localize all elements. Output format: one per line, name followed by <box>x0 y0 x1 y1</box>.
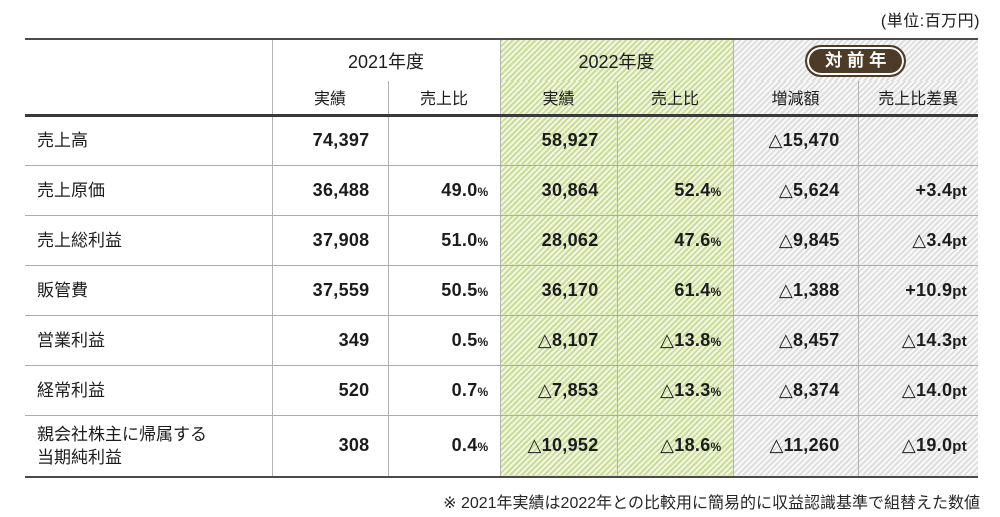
row-label: 売上高 <box>25 115 272 166</box>
cell-yoy-ratio-diff <box>857 115 979 166</box>
cell-yoy-ratio-diff: +3.4pt <box>857 165 979 216</box>
cell-yoy-ratio-diff: △19.0pt <box>857 415 979 478</box>
yoy-badge-label: 対前年 <box>825 50 892 70</box>
cell-2022-actual: △10,952 <box>499 415 618 478</box>
cell-2021-ratio: 51.0% <box>387 215 501 266</box>
corner-cell <box>25 39 272 117</box>
cell-yoy-ratio-diff: △14.3pt <box>857 315 979 366</box>
footnote: ※ 2021年実績は2022年との比較用に簡易的に収益認識基準で組替えた数値 <box>443 495 980 512</box>
cell-2021-ratio <box>387 115 501 166</box>
cell-2021-ratio: 0.7% <box>387 365 501 416</box>
table-row-ordinary-income: 経常利益 520 0.7% △7,853 △13.3% △8,374 △14.0… <box>25 365 979 416</box>
cell-yoy-diff: △15,470 <box>732 115 859 166</box>
subheader-2022-ratio: 売上比 <box>616 81 734 117</box>
cell-2022-actual: △8,107 <box>499 315 618 366</box>
cell-2022-actual: 28,062 <box>499 215 618 266</box>
cell-2022-ratio <box>616 115 734 166</box>
cell-yoy-diff: △9,845 <box>732 215 859 266</box>
cell-2022-ratio: 47.6% <box>616 215 734 266</box>
row-label: 経常利益 <box>25 365 272 416</box>
cell-2021-actual: 520 <box>271 365 388 416</box>
cell-2021-ratio: 49.0% <box>387 165 501 216</box>
yoy-badge: 対前年 <box>805 44 907 77</box>
cell-2021-actual: 308 <box>271 415 388 478</box>
col-group-2022: 2022年度 <box>499 39 734 81</box>
table-header: 2021年度 2022年度 対前年 実績 売上比 実績 売上比 増減額 売上比差… <box>25 39 979 117</box>
subheader-2021-ratio: 売上比 <box>387 81 501 117</box>
cell-2021-ratio: 0.4% <box>387 415 501 478</box>
table-row-cogs: 売上原価 36,488 49.0% 30,864 52.4% △5,624 +3… <box>25 165 979 216</box>
cell-yoy-ratio-diff: △14.0pt <box>857 365 979 416</box>
row-label: 販管費 <box>25 265 272 316</box>
cell-2022-actual: 58,927 <box>499 115 618 166</box>
cell-yoy-diff: △8,374 <box>732 365 859 416</box>
cell-yoy-diff: △1,388 <box>732 265 859 316</box>
cell-2021-actual: 37,908 <box>271 215 388 266</box>
subheader-2022-actual: 実績 <box>499 81 618 117</box>
subheader-yoy-ratio-diff: 売上比差異 <box>857 81 979 117</box>
row-label: 売上原価 <box>25 165 272 216</box>
cell-2021-actual: 37,559 <box>271 265 388 316</box>
header-row-groups: 2021年度 2022年度 対前年 <box>25 39 979 117</box>
cell-yoy-diff: △11,260 <box>732 415 859 478</box>
row-label: 売上総利益 <box>25 215 272 266</box>
table-row-gross-profit: 売上総利益 37,908 51.0% 28,062 47.6% △9,845 △… <box>25 215 979 266</box>
table-row-sga: 販管費 37,559 50.5% 36,170 61.4% △1,388 +10… <box>25 265 979 316</box>
table-body: 売上高 74,397 58,927 △15,470 売上原価 36,488 49… <box>25 115 979 478</box>
financial-results-table: 2021年度 2022年度 対前年 実績 売上比 実績 売上比 増減額 売上比差… <box>25 38 979 478</box>
subheader-2021-actual: 実績 <box>271 81 388 117</box>
cell-yoy-ratio-diff: △3.4pt <box>857 215 979 266</box>
row-label: 営業利益 <box>25 315 272 366</box>
table-row-operating-income: 営業利益 349 0.5% △8,107 △13.8% △8,457 △14.3… <box>25 315 979 366</box>
cell-2022-ratio: 61.4% <box>616 265 734 316</box>
subheader-yoy-diff: 増減額 <box>732 81 859 117</box>
col-group-2021: 2021年度 <box>271 39 501 81</box>
col-group-yoy: 対前年 <box>732 39 979 81</box>
row-label: 親会社株主に帰属する 当期純利益 <box>25 415 272 478</box>
unit-label: (単位:百万円) <box>880 13 980 30</box>
table-row-sales: 売上高 74,397 58,927 △15,470 <box>25 115 979 166</box>
cell-yoy-diff: △5,624 <box>732 165 859 216</box>
table-row-net-income: 親会社株主に帰属する 当期純利益 308 0.4% △10,952 △18.6% … <box>25 415 979 478</box>
header-row-sub: 実績 売上比 実績 売上比 増減額 売上比差異 <box>25 81 979 117</box>
cell-2021-actual: 349 <box>271 315 388 366</box>
cell-yoy-ratio-diff: +10.9pt <box>857 265 979 316</box>
cell-2022-ratio: △13.3% <box>616 365 734 416</box>
cell-yoy-diff: △8,457 <box>732 315 859 366</box>
cell-2022-ratio: 52.4% <box>616 165 734 216</box>
cell-2022-actual: △7,853 <box>499 365 618 416</box>
cell-2022-actual: 36,170 <box>499 265 618 316</box>
cell-2022-actual: 30,864 <box>499 165 618 216</box>
cell-2022-ratio: △18.6% <box>616 415 734 478</box>
cell-2021-ratio: 0.5% <box>387 315 501 366</box>
cell-2021-ratio: 50.5% <box>387 265 501 316</box>
cell-2022-ratio: △13.8% <box>616 315 734 366</box>
cell-2021-actual: 74,397 <box>271 115 388 166</box>
cell-2021-actual: 36,488 <box>271 165 388 216</box>
